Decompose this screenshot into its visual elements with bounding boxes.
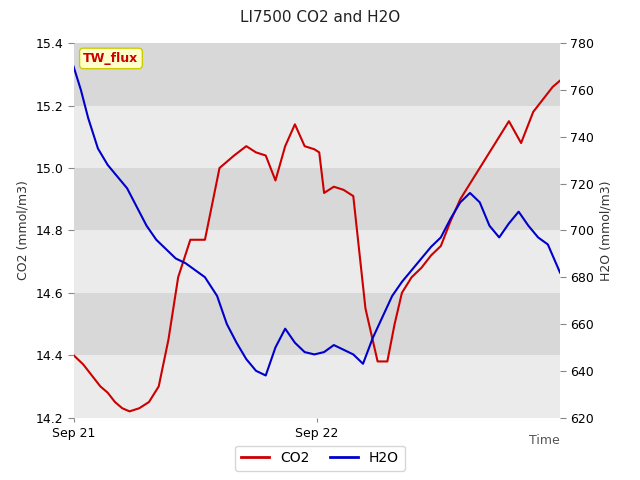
Y-axis label: H2O (mmol/m3): H2O (mmol/m3) — [600, 180, 613, 281]
Bar — [74, 355, 560, 418]
Legend: CO2, H2O: CO2, H2O — [236, 445, 404, 471]
Bar — [74, 293, 560, 355]
Y-axis label: CO2 (mmol/m3): CO2 (mmol/m3) — [17, 180, 29, 280]
Bar — [74, 106, 560, 168]
Text: LI7500 CO2 and H2O: LI7500 CO2 and H2O — [240, 10, 400, 24]
Bar — [74, 168, 560, 230]
Bar — [74, 43, 560, 106]
Bar — [74, 230, 560, 293]
Text: Time: Time — [529, 434, 560, 447]
Text: TW_flux: TW_flux — [83, 52, 139, 65]
